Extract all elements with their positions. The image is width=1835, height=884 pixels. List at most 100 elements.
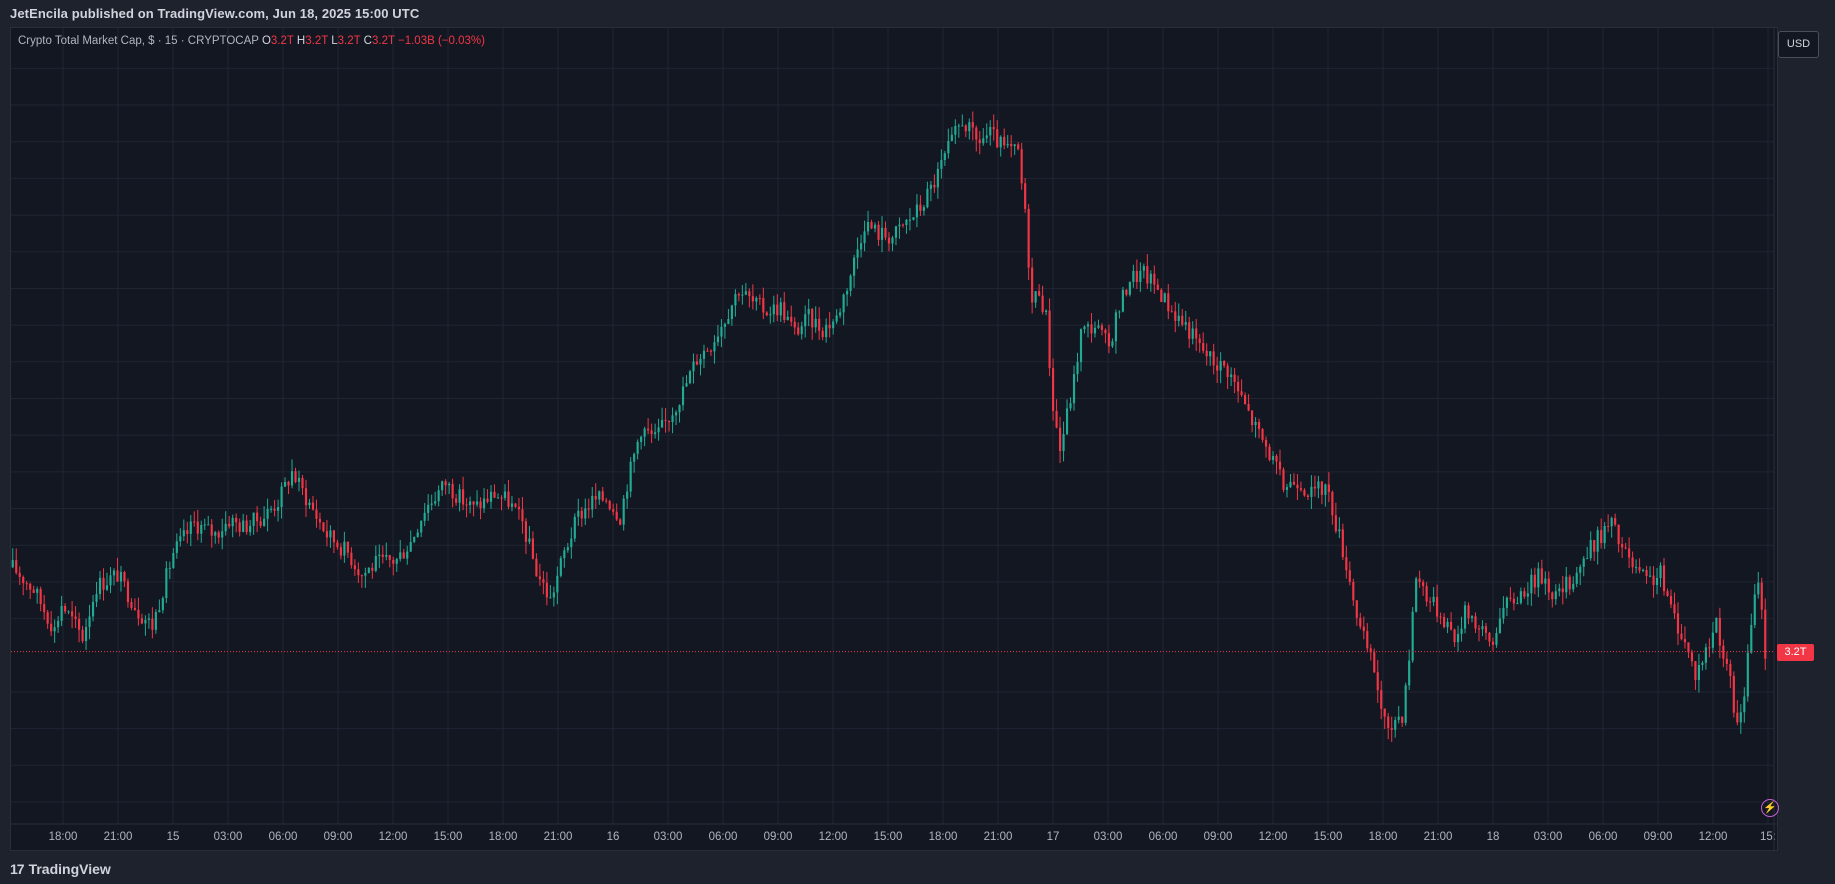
candle-body [420, 520, 423, 533]
candle-body [1195, 328, 1198, 339]
candle-body [1614, 518, 1617, 525]
x-tick-label: 18 [1487, 831, 1500, 843]
candle-body [462, 489, 465, 505]
candle-body [228, 523, 231, 527]
candle-body [622, 498, 625, 525]
candle-body [329, 530, 332, 538]
candle-body [912, 217, 915, 220]
candle-body [1715, 617, 1718, 633]
candle-body [374, 556, 377, 571]
candle-body [1558, 588, 1561, 592]
high-value: 3.2T [305, 35, 329, 47]
candle-body [786, 316, 789, 320]
candle-body [1055, 410, 1058, 428]
candle-body [1244, 395, 1247, 405]
chart-area[interactable]: 3.36T3.35T3.34T3.33T3.32T3.31T3.3T3.29T3… [10, 27, 1778, 851]
candle-body [528, 538, 531, 542]
candle-body [270, 508, 273, 510]
candle-body [660, 419, 664, 428]
candle-body [849, 275, 852, 291]
candle-body [821, 330, 824, 338]
candle-body [1045, 310, 1048, 313]
candlestick-chart[interactable]: 3.36T3.35T3.34T3.33T3.32T3.31T3.3T3.29T3… [11, 28, 1777, 850]
candle-body [360, 575, 363, 577]
candle-body [263, 518, 266, 526]
candle-body [790, 316, 793, 322]
candle-body [1662, 565, 1666, 592]
candle-body [1003, 136, 1006, 146]
x-tick-label: 12:00 [379, 831, 408, 843]
candle-body [800, 326, 803, 335]
candle-body [1024, 183, 1027, 209]
candle-body [1425, 586, 1428, 602]
candle-body [999, 136, 1002, 148]
candle-body [1603, 526, 1606, 544]
x-tick-label: 03:00 [654, 831, 683, 843]
candle-body [119, 572, 123, 582]
candle-body [982, 138, 985, 144]
tradingview-logo[interactable]: 17 TradingView [10, 861, 111, 877]
candle-body [1655, 578, 1659, 585]
candle-body [214, 532, 217, 536]
candle-body [748, 291, 751, 297]
candle-body [783, 302, 786, 320]
candle-body [500, 497, 503, 499]
candle-body [1100, 325, 1104, 330]
candle-body [1561, 588, 1564, 593]
candle-body [1069, 403, 1072, 409]
high-label: H [296, 35, 306, 47]
candle-body [846, 290, 849, 295]
candle-body [1551, 592, 1554, 600]
candle-body [36, 589, 39, 593]
candle-body [706, 350, 709, 352]
candle-body [1645, 569, 1648, 577]
candle-body [304, 488, 308, 506]
candle-body [884, 227, 887, 238]
candle-body [667, 420, 671, 423]
candle-body [695, 361, 699, 365]
candle-body [978, 139, 981, 144]
candle-body [1317, 481, 1320, 489]
x-tick-label: 18:00 [929, 831, 958, 843]
candle-body [406, 551, 409, 559]
candle-body [1711, 632, 1714, 648]
candle-body [570, 538, 573, 548]
candle-body [1198, 338, 1201, 344]
candle-body [217, 532, 220, 538]
candle-body [186, 530, 189, 534]
candle-body [1586, 558, 1589, 560]
candle-body [933, 184, 936, 188]
candle-body [1491, 641, 1495, 645]
candle-body [168, 567, 171, 569]
candle-body [685, 383, 688, 387]
candle-body [1188, 322, 1191, 339]
candle-body [1306, 495, 1310, 498]
candle-body [388, 555, 391, 560]
candle-body [392, 559, 395, 564]
x-tick-label: 09:00 [764, 831, 793, 843]
candle-body [1415, 578, 1418, 612]
candle-body [1401, 716, 1404, 723]
candle-body [730, 305, 733, 320]
candle-body [1394, 720, 1397, 730]
candle-body [1146, 266, 1149, 284]
candle-body [1432, 596, 1435, 603]
candle-body [825, 324, 828, 338]
candle-body [1299, 488, 1303, 491]
candle-body [1135, 270, 1138, 283]
candle-body [172, 552, 175, 568]
candle-body [151, 618, 154, 630]
candle-body [1240, 391, 1243, 396]
candle-body [18, 572, 21, 577]
candle-body [926, 188, 929, 208]
candle-body [633, 453, 636, 462]
candle-body [1013, 144, 1016, 147]
candle-body [936, 168, 939, 188]
candle-body [877, 224, 880, 240]
lightning-icon[interactable]: ⚡ [1761, 799, 1779, 817]
candle-body [427, 504, 430, 513]
candle-body [259, 521, 262, 526]
candle-body [856, 249, 859, 258]
candle-body [1397, 716, 1400, 721]
currency-button[interactable]: USD [1778, 31, 1819, 58]
